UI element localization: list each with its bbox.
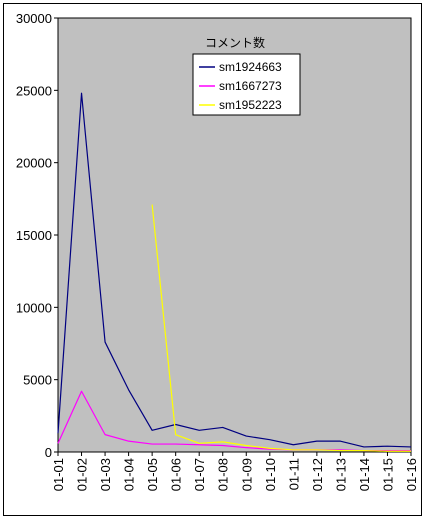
legend-label-sm1667273: sm1667273: [219, 79, 282, 93]
x-tick-label: 01-08: [216, 458, 231, 491]
x-tick-label: 01-07: [192, 458, 207, 491]
x-axis: 01-01 01-02 01-03 01-04 01-05 01-06 01-07 01-08…: [51, 452, 419, 491]
legend-label-sm1924663: sm1924663: [219, 60, 282, 74]
x-tick-label: 01-05: [145, 458, 160, 491]
x-tick-label: 01-04: [122, 458, 137, 491]
x-tick-label: 01-02: [75, 458, 90, 491]
x-tick-label: 01-09: [239, 458, 254, 491]
series-line-sm1952223: [151, 204, 411, 452]
y-tick-label: 20000: [16, 156, 52, 171]
legend-label-sm1952223: sm1952223: [219, 98, 282, 112]
legend-title: コメント数: [205, 35, 265, 50]
y-tick-label: 10000: [16, 300, 52, 315]
y-tick-label: 5000: [23, 373, 52, 388]
x-tick-label: 01-03: [98, 458, 113, 491]
y-tick-label: 0: [45, 445, 52, 460]
y-axis: 0 5000 10000 15000 20000 25000 30000: [16, 11, 58, 460]
x-tick-label: 01-12: [310, 458, 325, 491]
y-tick-label: 15000: [16, 228, 52, 243]
x-tick-label: 01-11: [286, 458, 301, 490]
x-tick-label: 01-06: [169, 458, 184, 491]
x-tick-label: 01-13: [333, 458, 348, 491]
x-tick-label: 01-14: [357, 458, 372, 491]
x-tick-label: 01-10: [263, 458, 278, 491]
y-tick-label: 25000: [16, 83, 52, 98]
series-lines: [57, 92, 412, 452]
x-tick-label: 01-15: [380, 458, 395, 491]
x-tick-label: 01-01: [51, 458, 66, 491]
x-tick-label: 01-16: [404, 458, 419, 491]
y-tick-label: 30000: [16, 11, 52, 26]
series-line-sm1924663: [57, 92, 412, 448]
legend: コメント数 sm1924663 sm1667273 sm1952223: [192, 35, 301, 116]
